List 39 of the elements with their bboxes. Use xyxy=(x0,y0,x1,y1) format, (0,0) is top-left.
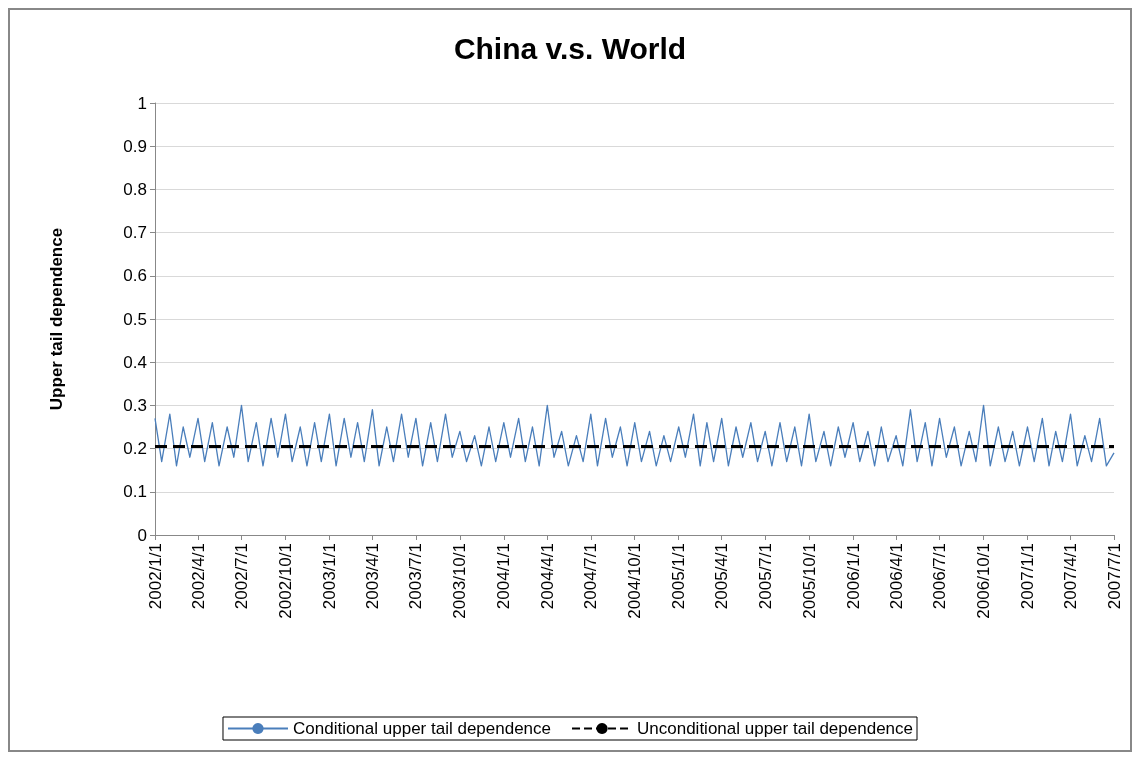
x-tick-label: 2007/4/1 xyxy=(1061,543,1081,610)
x-tick-label: 2006/7/1 xyxy=(930,543,950,610)
x-tick-label: 2007/1/1 xyxy=(1018,543,1038,610)
x-tick-label: 2005/1/1 xyxy=(669,543,689,610)
x-tick-label: 2002/10/1 xyxy=(275,543,295,619)
y-tick-label: 1 xyxy=(137,93,147,113)
x-tick-label: 2002/4/1 xyxy=(188,543,208,610)
x-tick-label: 2005/10/1 xyxy=(799,543,819,619)
y-axis-title: Upper tail dependence xyxy=(47,227,66,411)
y-tick-label: 0.5 xyxy=(123,309,147,329)
y-tick-label: 0.6 xyxy=(123,266,147,286)
x-tick-label: 2003/7/1 xyxy=(406,543,426,610)
x-tick-label: 2006/1/1 xyxy=(843,543,863,610)
x-tick-label: 2003/4/1 xyxy=(362,543,382,610)
x-tick-label: 2003/1/1 xyxy=(319,543,339,610)
x-tick-label: 2005/4/1 xyxy=(712,543,732,610)
chart-title: China v.s. World xyxy=(453,31,687,65)
y-tick-label: 0.7 xyxy=(123,223,147,243)
x-tick-label: 2002/7/1 xyxy=(231,543,251,610)
y-tick-label: 0.9 xyxy=(123,136,147,156)
x-tick-label: 2004/4/1 xyxy=(537,543,557,610)
x-tick-label: 2004/1/1 xyxy=(494,543,514,610)
x-tick-label: 2005/7/1 xyxy=(755,543,775,610)
y-tick-label: 0.8 xyxy=(123,179,147,199)
y-tick-label: 0.1 xyxy=(123,482,147,502)
x-tick-label: 2004/7/1 xyxy=(581,543,601,610)
x-tick-label: 2007/7/1 xyxy=(1104,543,1124,610)
y-tick-label: 0.2 xyxy=(123,439,147,459)
legend-label: Conditional upper tail dependence xyxy=(292,719,552,738)
x-tick-label: 2006/10/1 xyxy=(974,543,994,619)
legend-label: Unconditional upper tail dependence xyxy=(637,719,914,738)
x-tick-label: 2003/10/1 xyxy=(450,543,470,619)
x-tick-label: 2006/4/1 xyxy=(886,543,906,610)
y-tick-label: 0.3 xyxy=(123,395,147,415)
x-tick-label: 2002/1/1 xyxy=(145,543,165,610)
y-tick-label: 0 xyxy=(137,525,147,545)
x-tick-label: 2004/10/1 xyxy=(625,543,645,619)
y-tick-label: 0.4 xyxy=(123,352,147,372)
line-series xyxy=(154,404,1115,467)
